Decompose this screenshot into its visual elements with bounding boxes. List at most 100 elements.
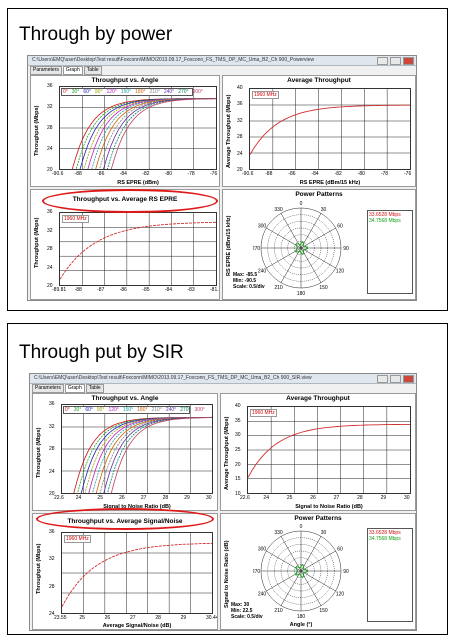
tab-table[interactable]: Table [85, 384, 104, 393]
polar-angle-label: 30 [321, 207, 327, 213]
average-plot-area[interactable]: 1960 MHz [249, 88, 411, 170]
polar-angle-label: 210 [274, 608, 283, 614]
x-tick-label: -84 [311, 171, 319, 177]
polar-angle-label: 270 [253, 246, 260, 252]
legend-entry: 210° [151, 407, 162, 413]
legend-entry: 30° [73, 407, 82, 413]
legend-entry: 270° [178, 89, 189, 95]
window-title: C:\Users\EMQ\user\Desktop\Test result\Fo… [34, 375, 312, 381]
legend-entry: 30° [71, 89, 80, 95]
x-tick-label: -88 [74, 171, 82, 177]
x-tick-label: -81.52 [210, 287, 219, 293]
average-line [250, 104, 410, 155]
throughput-vs-angle-panel: Throughput vs. Angle Throughput (Mbps) 0… [30, 75, 220, 187]
y-tick-label: 36 [49, 529, 55, 535]
info-min: Min: 22.5 [231, 608, 253, 614]
x-tick-label: 24 [263, 495, 269, 501]
x-tick-label: 25 [79, 615, 85, 621]
y-tick-label: 36 [47, 83, 53, 89]
angle-plot-area[interactable]: 0° 30° 60° 90° 120° 150° 180° 210° 240° 270° 300° [59, 86, 217, 170]
y-tick-label: 32 [49, 423, 55, 430]
y-axis-label: RS EPRE (dBm/15 kHz) [226, 215, 232, 276]
legend-entry: 120° [106, 89, 117, 95]
polar-angle-label: 60 [337, 547, 343, 553]
average-chart-svg [248, 407, 410, 493]
y-tick-label: 30 [235, 432, 241, 439]
y-tick-label: 32 [47, 104, 53, 110]
angle-plot-area[interactable]: 0° 30° 60° 90° 120° 150° 180° 210° 240° 270° 300° [61, 404, 213, 494]
polar-angle-label: 270 [253, 569, 260, 575]
polar-angle-label: 240 [258, 592, 267, 598]
average-chart-svg [250, 89, 410, 169]
polar-angle-label: 150 [319, 608, 328, 614]
tab-parameters[interactable]: Parameters [32, 384, 64, 393]
x-tick-label: 27 [333, 495, 340, 501]
value-green: 34.7568 Mbps [369, 536, 401, 542]
vs-average-plot-area[interactable]: 1960 MHz [61, 532, 213, 614]
x-tick-label: 28 [357, 495, 363, 501]
vs-average-plot-area[interactable]: 1960 MHz [59, 212, 217, 286]
vs-average-chart-svg [60, 213, 216, 285]
y-tick-label: 24 [49, 611, 55, 617]
panel-title: Average Throughput [286, 395, 350, 402]
x-tick-label: 30.44 [206, 615, 218, 621]
x-tick-label: -90.6 [242, 171, 254, 177]
angle-legend: 0° 30° 60° 90° 120° 150° 180° 210° 240° 270° 300° [61, 88, 203, 96]
legend-entry: 90° [96, 407, 105, 413]
tab-parameters[interactable]: Parameters [30, 66, 62, 75]
polar-angle-label: 180 [297, 291, 306, 296]
panel-title: Throughput vs. Angle [91, 77, 159, 84]
y-tick-label: 32 [237, 117, 243, 124]
y-tick-label: 20 [47, 283, 53, 289]
tab-bar: Parameters Graph Table [32, 384, 104, 393]
legend-entry: 300° [194, 407, 205, 413]
close-button[interactable] [403, 57, 414, 65]
polar-angle-label: 30 [321, 530, 327, 536]
y-axis-label: Average Throughput (Mbps) [224, 416, 230, 490]
value-red: 33.6528 Mbps [369, 530, 401, 536]
polar-angle-label: 180 [297, 614, 306, 619]
frequency-tag: 1960 MHz [250, 409, 277, 417]
x-axis-label: Angle (°) [289, 622, 313, 628]
x-tick-label: 25 [286, 495, 293, 501]
y-tick-label: 24 [237, 150, 243, 157]
x-tick-label: 26 [104, 615, 111, 621]
x-tick-label: 30 [206, 495, 212, 501]
polar-angle-label: 330 [274, 530, 283, 536]
x-tick-label: -84 [119, 171, 127, 177]
polar-angle-label: 0 [300, 524, 303, 530]
polar-plot[interactable]: 0 30 60 90 120 150 180 210 240 270 300 330 [253, 523, 349, 619]
polar-angle-label: 90 [343, 246, 349, 252]
y-axis-label: Throughput (Mbps) [36, 543, 42, 594]
minimize-button[interactable] [377, 57, 388, 65]
maximize-button[interactable] [390, 57, 401, 65]
polar-plot[interactable]: 0 30 60 90 120 150 180 210 240 270 300 330 [253, 200, 349, 296]
slide-through-put-by-sir: Through put by SIR C:\Users\EMQ\user\Des… [7, 323, 448, 635]
minimize-button[interactable] [377, 375, 388, 383]
x-tick-label: -80 [164, 171, 173, 177]
legend-entry: 60° [85, 407, 93, 413]
close-button[interactable] [403, 375, 414, 383]
x-tick-label: -86 [97, 171, 105, 177]
y-tick-label: 15 [235, 476, 241, 483]
x-tick-label: -86 [119, 287, 127, 293]
x-tick-label: 25 [97, 495, 103, 501]
polar-angle-label: 240 [258, 269, 267, 275]
x-tick-label: 26 [119, 495, 125, 501]
frequency-tag: 1960 MHz [64, 535, 91, 543]
x-tick-label: 29 [184, 495, 190, 501]
slide-through-by-power: Through by power C:\Users\EMQ\user\Deskt… [7, 8, 448, 311]
panel-title: Power Patterns [295, 191, 343, 198]
info-scale: Scale: 0.5/div [231, 614, 263, 620]
panel-title: Throughput vs. Angle [91, 395, 159, 402]
y-tick-label: 20 [235, 461, 241, 468]
tab-graph[interactable]: Graph [62, 66, 83, 75]
polar-chart-svg: 0 30 60 90 120 150 180 210 240 270 300 330 [253, 201, 349, 296]
maximize-button[interactable] [390, 375, 401, 383]
legend-entry: 120° [108, 407, 119, 413]
tab-graph[interactable]: Graph [64, 384, 85, 393]
average-plot-area[interactable]: 1960 MHz [247, 406, 411, 494]
pattern-trace [295, 564, 309, 578]
app-window: C:\Users\EMQ\user\Desktop\Test result\Fo… [29, 373, 417, 631]
tab-table[interactable]: Table [83, 66, 102, 75]
